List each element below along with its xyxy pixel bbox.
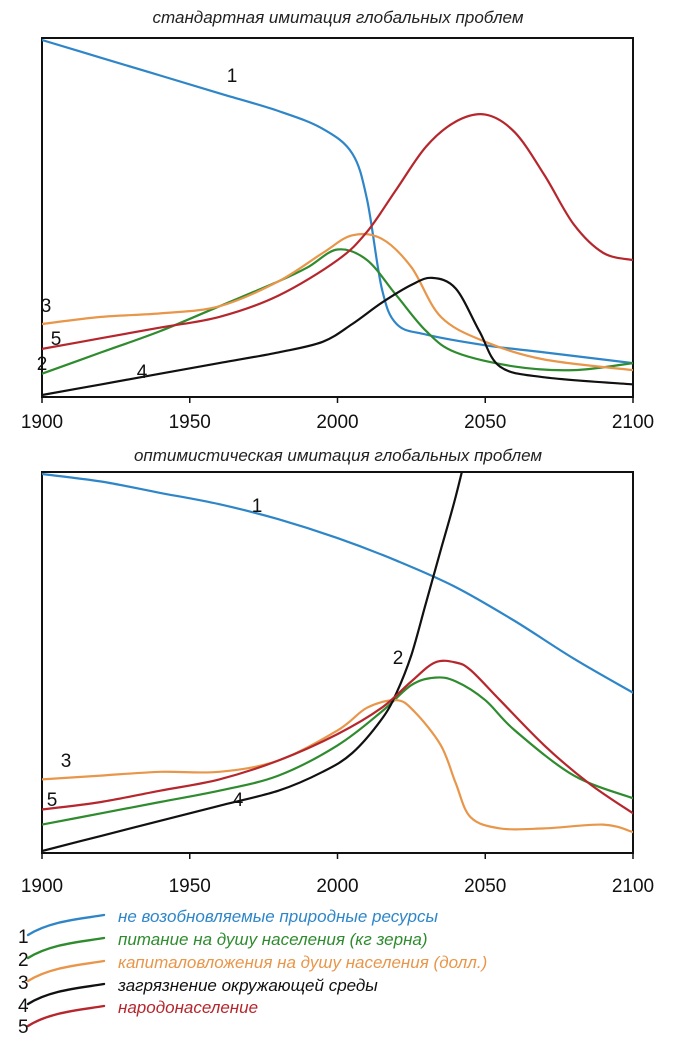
legend-label-pollution: загрязнение окружающей среды	[118, 976, 378, 995]
series-line-5	[42, 659, 633, 815]
x-tick-label: 2000	[316, 412, 358, 433]
legend-num-3: 3	[18, 973, 29, 994]
x-tick-label: 1950	[169, 876, 211, 897]
standard-simulation-chart: 1900 1950 2000 2050 2100 1 2 3 4 5	[21, 37, 654, 433]
legend-swatch-2	[26, 936, 106, 960]
series-line-3	[42, 699, 633, 834]
legend-num-4: 4	[18, 996, 29, 1017]
legend: не возобновляемые природные ресурсы пита…	[0, 905, 675, 1045]
legend-num-5: 5	[18, 1017, 29, 1038]
series-label-2: 2	[37, 354, 48, 375]
optimistic-simulation-chart: 1900 1950 2000 2050 2100 1 2 3 4 5	[21, 471, 654, 897]
series-label-3: 3	[41, 296, 52, 317]
x-tick-label: 1900	[21, 876, 63, 897]
x-tick-label: 2000	[316, 876, 358, 897]
series-label-4: 4	[233, 790, 244, 811]
x-tick-label: 2050	[464, 412, 506, 433]
chart-title-optimistic: оптимистическая имитация глобальных проб…	[133, 446, 543, 465]
series-label-1: 1	[252, 496, 263, 517]
series-label-5: 5	[47, 790, 58, 811]
series-line-4	[42, 472, 463, 853]
legend-swatch-1	[26, 913, 106, 937]
series-label-4: 4	[137, 362, 148, 383]
legend-num-1: 1	[18, 927, 29, 948]
x-tick-label: 2050	[464, 876, 506, 897]
series-line-3	[42, 232, 633, 372]
series-label-5: 5	[51, 329, 62, 350]
series-label-2: 2	[393, 648, 404, 669]
series-line-4	[42, 276, 633, 397]
legend-swatches	[26, 913, 106, 1028]
chart-title-standard: стандартная имитация глобальных проблем	[152, 8, 524, 27]
series-label-1: 1	[227, 66, 238, 87]
x-tick-label: 1900	[21, 412, 63, 433]
legend-num-2: 2	[18, 950, 29, 971]
legend-label-capital: капиталовложения на душу населения (долл…	[118, 953, 488, 972]
x-tick-label: 2100	[612, 876, 654, 897]
series-line-1	[42, 472, 633, 694]
x-tick-label: 2100	[612, 412, 654, 433]
series-line-2	[42, 676, 633, 826]
legend-label-population: народонаселение	[118, 998, 259, 1017]
legend-label-resources: не возобновляемые природные ресурсы	[118, 907, 439, 926]
legend-swatch-3	[26, 959, 106, 983]
legend-swatch-5	[26, 1004, 106, 1028]
series-label-3: 3	[61, 751, 72, 772]
x-tick-label: 1950	[169, 412, 211, 433]
legend-label-food: питание на душу населения (кг зерна)	[118, 930, 428, 949]
legend-swatch-4	[26, 982, 106, 1006]
series-line-5	[42, 113, 633, 350]
